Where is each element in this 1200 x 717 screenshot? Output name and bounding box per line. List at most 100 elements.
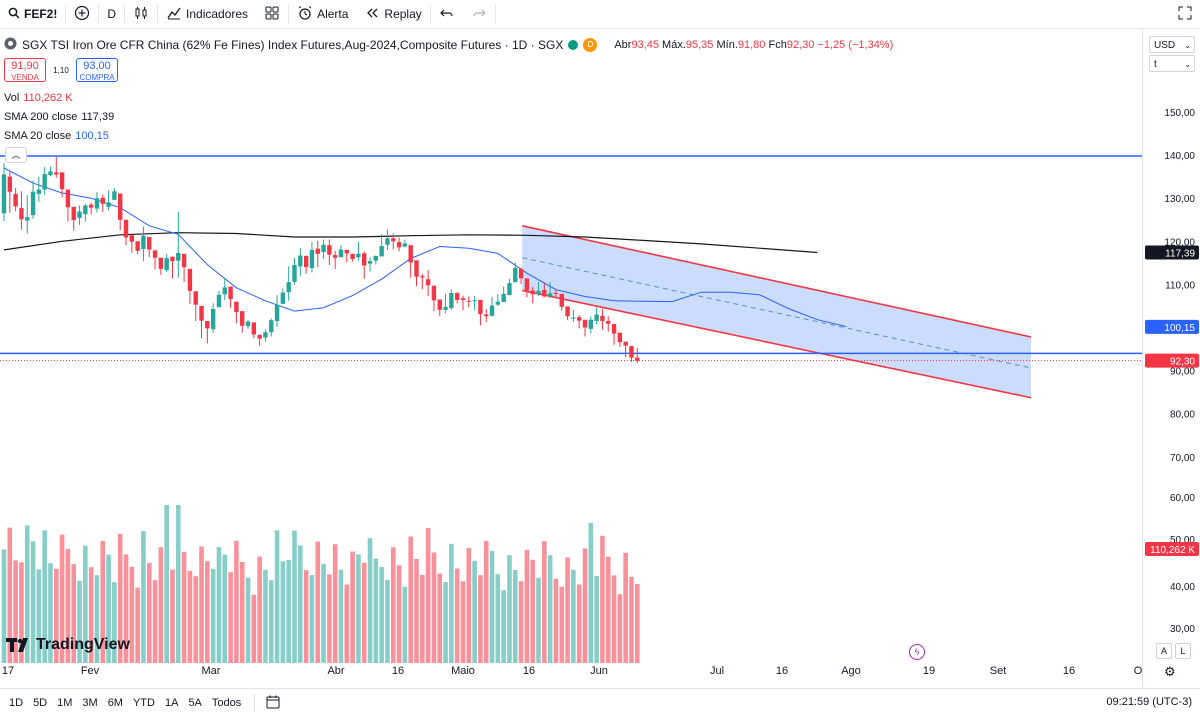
volume-bar <box>402 586 408 663</box>
price-chart[interactable]: 17 Fev Mar Abr 16 Maio 16 Jun Jul 16 Ago 19 Set 16 O <box>0 28 1142 688</box>
range-ytd[interactable]: YTD <box>132 697 155 709</box>
sma200-indicator-label[interactable]: SMA 200 close 117,39 <box>4 111 115 123</box>
candle-body <box>466 300 471 302</box>
chart-type-button[interactable] <box>125 0 157 28</box>
horizontal-lines[interactable] <box>0 155 1142 362</box>
candle-body <box>379 246 384 257</box>
range-1m[interactable]: 1M <box>57 697 73 709</box>
volume-bar <box>42 530 47 663</box>
log-scale-button[interactable]: L <box>1175 643 1191 659</box>
price-axis[interactable]: USD⌄ t⌄ 150,00 140,00 130,00 120,00 110,00 10… <box>1142 28 1200 688</box>
lightning-icon[interactable]: ϟ <box>909 644 925 660</box>
symbol-title[interactable]: SGX TSI Iron Ore CFR China (62% Fe Fines… <box>22 38 564 52</box>
undo-button[interactable] <box>431 0 463 28</box>
volume-bar <box>199 546 204 663</box>
symbol-search[interactable]: FEF2! <box>0 0 65 28</box>
candle-body <box>594 314 599 322</box>
plus-circle-icon <box>74 5 90 24</box>
indicators-button[interactable]: Indicadores <box>158 0 256 28</box>
range-3m[interactable]: 3M <box>82 697 98 709</box>
templates-button[interactable] <box>256 0 288 28</box>
collapse-legend-button[interactable]: ︿ <box>5 147 27 163</box>
chart-legend: SGX TSI Iron Ore CFR China (62% Fe Fines… <box>4 37 893 53</box>
volume-bar <box>205 561 210 663</box>
candle-body <box>315 248 320 254</box>
volume-bar <box>222 554 228 663</box>
date-range-button[interactable] <box>255 694 291 713</box>
sell-button[interactable]: 91,90 VENDA <box>4 58 46 82</box>
sma200-price-tag-bg <box>1145 245 1199 260</box>
candle-body <box>600 315 605 322</box>
volume-bar <box>617 594 623 663</box>
alert-button[interactable]: Alerta <box>289 0 356 28</box>
volume-bar <box>19 562 24 663</box>
auto-scale-button[interactable]: A <box>1156 643 1172 659</box>
interval-button[interactable]: D <box>99 0 124 28</box>
sma20-indicator-label[interactable]: SMA 20 close 100,15 <box>4 130 109 142</box>
time-axis: 17 Fev Mar Abr 16 Maio 16 Jun Jul 16 Ago 19 Set 16 O <box>2 665 1142 677</box>
volume-bar <box>176 505 181 663</box>
data-badge: D <box>583 38 598 52</box>
candle-body <box>280 292 286 304</box>
candle-body <box>309 249 315 269</box>
chevron-down-icon: ⌄ <box>1184 41 1191 50</box>
candle-body <box>129 235 135 242</box>
volume-bar <box>605 556 611 663</box>
volume-bar <box>501 590 506 663</box>
candle-body <box>501 293 506 303</box>
last-price-tag-bg <box>1145 353 1199 368</box>
volume-bar <box>7 527 13 663</box>
candle-body <box>478 299 483 315</box>
candle-body <box>263 332 268 338</box>
candle-body <box>199 305 204 321</box>
volume-bar <box>245 577 251 663</box>
settings-gear-icon[interactable]: ⚙ <box>1164 664 1176 679</box>
volume-bar <box>309 575 315 663</box>
clock-timezone[interactable]: 09:21:59 (UTC-3) <box>1106 696 1192 708</box>
volume-bar <box>553 578 559 663</box>
volume-bar <box>48 563 53 663</box>
volume-bar <box>94 575 100 663</box>
replay-button[interactable]: Replay <box>356 0 429 28</box>
replay-label: Replay <box>384 7 422 21</box>
compare-button[interactable] <box>66 0 98 28</box>
calendar-icon <box>265 695 281 713</box>
candle-body <box>106 202 111 207</box>
candle-body <box>210 308 216 330</box>
range-1d[interactable]: 1D <box>9 697 24 709</box>
range-todos[interactable]: Todos <box>211 697 242 709</box>
candle-body <box>635 357 640 361</box>
ohlc-values: Abr93,45 Máx.95,35 Mín.91,80 Fch92,30 −1… <box>614 39 894 51</box>
currency-select[interactable]: USD ⌄ <box>1149 36 1195 53</box>
candle-body <box>141 235 146 250</box>
candle-body <box>414 260 419 277</box>
volume-bar <box>518 581 524 663</box>
range-5a[interactable]: 5A <box>188 697 202 709</box>
sma20-polyline <box>3 167 847 328</box>
brand-name: TradingView <box>36 636 130 653</box>
range-6m[interactable]: 6M <box>107 697 123 709</box>
candle-body <box>437 299 442 310</box>
volume-bar <box>454 568 460 663</box>
redo-button[interactable] <box>463 0 495 28</box>
volume-bar <box>129 566 135 663</box>
volume-indicator-label[interactable]: Vol 110,262 K <box>4 92 73 104</box>
volume-bar <box>559 586 565 663</box>
candle-body <box>112 191 117 200</box>
unit-select[interactable]: t ⌄ <box>1149 55 1195 72</box>
buy-button[interactable]: 93,00 COMPRA <box>76 58 118 82</box>
candle-body <box>222 287 227 295</box>
fullscreen-button[interactable] <box>1170 0 1200 28</box>
volume-price-tag: 110,262 K <box>1150 545 1195 556</box>
candle-body <box>518 268 524 279</box>
volume-bar <box>112 582 117 663</box>
y-tick-label: 40,00 <box>1170 582 1195 593</box>
candle-body <box>582 319 588 328</box>
candle-body <box>576 317 582 321</box>
y-tick-label: 140,00 <box>1164 151 1195 162</box>
candle-body <box>181 253 187 268</box>
candle-body <box>71 206 76 221</box>
parallel-channel[interactable] <box>522 225 1032 399</box>
range-5d[interactable]: 5D <box>33 697 48 709</box>
range-1a[interactable]: 1A <box>164 697 179 709</box>
